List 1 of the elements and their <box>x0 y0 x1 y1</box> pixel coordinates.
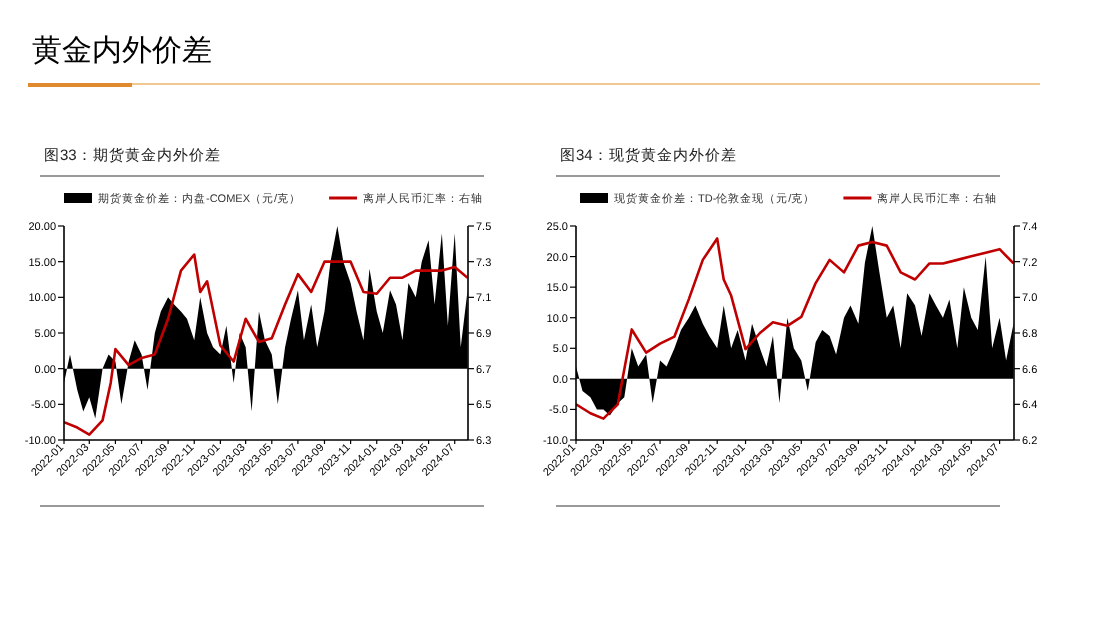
text: 黄金内外价差 <box>32 34 212 68</box>
